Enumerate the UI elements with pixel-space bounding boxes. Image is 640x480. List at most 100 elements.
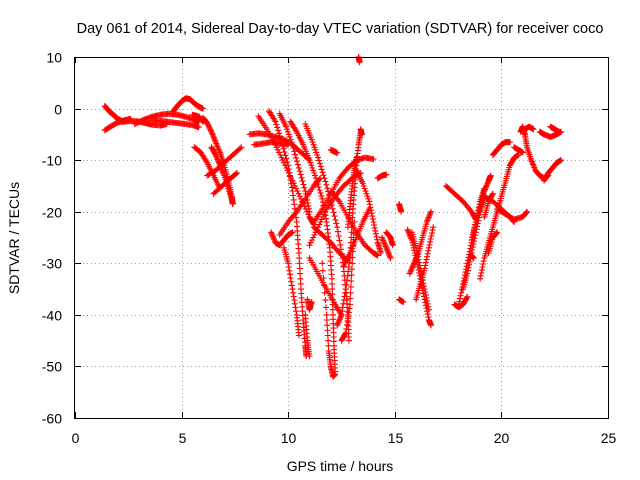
data-point bbox=[238, 144, 245, 151]
data-point bbox=[288, 139, 295, 146]
data-point bbox=[386, 253, 393, 260]
data-point bbox=[493, 230, 500, 237]
x-tick-label: 20 bbox=[494, 430, 510, 446]
x-tick-label: 5 bbox=[179, 430, 187, 446]
data-point bbox=[332, 216, 339, 223]
series-arc-30 bbox=[327, 146, 341, 156]
data-point bbox=[464, 270, 471, 277]
series-arc-11 bbox=[204, 144, 245, 179]
data-point bbox=[506, 139, 513, 146]
data-point bbox=[340, 297, 347, 304]
data-point bbox=[318, 166, 325, 173]
y-tick-label: 0 bbox=[54, 102, 62, 118]
data-point bbox=[319, 195, 326, 202]
data-point bbox=[308, 136, 315, 143]
data-point bbox=[368, 210, 375, 217]
data-point bbox=[362, 188, 369, 195]
data-point bbox=[287, 177, 294, 183]
data-point bbox=[290, 145, 297, 151]
data-point bbox=[319, 169, 326, 176]
data-point bbox=[289, 141, 296, 148]
data-point bbox=[210, 134, 217, 141]
data-point bbox=[424, 250, 431, 257]
data-point bbox=[286, 133, 293, 140]
data-point bbox=[277, 152, 284, 158]
data-point bbox=[384, 247, 391, 254]
data-point bbox=[324, 327, 331, 334]
data-point bbox=[332, 371, 339, 378]
data-point bbox=[322, 297, 329, 304]
series-arc-15 bbox=[255, 113, 317, 228]
data-point bbox=[277, 133, 283, 140]
data-point bbox=[339, 308, 346, 315]
data-point bbox=[288, 282, 295, 289]
data-point bbox=[213, 153, 220, 160]
series-arc-29 bbox=[319, 260, 339, 380]
data-point bbox=[283, 155, 290, 162]
data-point bbox=[293, 185, 300, 192]
data-point bbox=[414, 251, 421, 258]
data-point bbox=[272, 141, 279, 148]
series-arc-42 bbox=[396, 201, 405, 215]
data-point bbox=[487, 172, 494, 179]
data-point bbox=[309, 237, 315, 244]
data-point bbox=[455, 301, 462, 308]
data-point bbox=[377, 250, 384, 256]
data-point bbox=[286, 169, 293, 176]
data-point bbox=[331, 213, 338, 220]
plot-frame bbox=[74, 57, 609, 419]
data-point bbox=[341, 293, 348, 300]
data-point bbox=[285, 264, 292, 270]
data-point bbox=[296, 260, 303, 267]
data-point bbox=[364, 193, 371, 200]
data-point bbox=[285, 162, 292, 169]
data-point bbox=[556, 128, 562, 135]
data-point bbox=[305, 202, 312, 209]
data-point bbox=[479, 264, 486, 270]
data-point bbox=[207, 127, 214, 134]
data-points bbox=[101, 54, 565, 380]
data-point bbox=[317, 189, 324, 196]
series-arc-43 bbox=[396, 296, 407, 305]
data-point bbox=[477, 275, 484, 282]
data-point bbox=[457, 295, 463, 302]
data-point bbox=[422, 259, 429, 266]
data-point bbox=[424, 297, 431, 304]
x-axis-title: GPS time / hours bbox=[287, 458, 394, 474]
data-point bbox=[321, 289, 328, 296]
data-point bbox=[283, 123, 290, 130]
data-point bbox=[237, 145, 244, 152]
y-tick-label: 10 bbox=[46, 50, 62, 66]
data-point bbox=[324, 332, 331, 339]
data-point bbox=[489, 191, 496, 198]
series-arc-16 bbox=[266, 108, 310, 360]
series-arc-34 bbox=[327, 188, 381, 259]
data-point bbox=[309, 139, 316, 146]
data-point bbox=[286, 267, 293, 274]
data-point bbox=[291, 297, 298, 304]
data-point bbox=[344, 321, 350, 328]
data-point bbox=[309, 164, 316, 171]
data-point bbox=[295, 164, 302, 171]
data-point bbox=[383, 171, 390, 178]
series-arc-36 bbox=[353, 167, 384, 256]
series-arc-38 bbox=[355, 54, 363, 66]
data-point bbox=[457, 292, 464, 299]
data-point bbox=[558, 157, 565, 164]
y-tick-label: -50 bbox=[42, 359, 62, 375]
data-point bbox=[472, 221, 479, 228]
data-point bbox=[316, 160, 323, 167]
data-point bbox=[305, 211, 312, 218]
data-point bbox=[306, 353, 313, 360]
data-point bbox=[287, 275, 294, 281]
x-tick-label: 0 bbox=[72, 430, 80, 446]
data-point bbox=[342, 329, 349, 336]
data-point bbox=[279, 142, 286, 149]
data-point bbox=[477, 272, 484, 279]
data-point bbox=[404, 226, 411, 233]
series-arc-37 bbox=[357, 126, 365, 138]
data-point bbox=[280, 159, 287, 166]
data-point bbox=[412, 257, 419, 264]
data-point bbox=[530, 126, 537, 133]
